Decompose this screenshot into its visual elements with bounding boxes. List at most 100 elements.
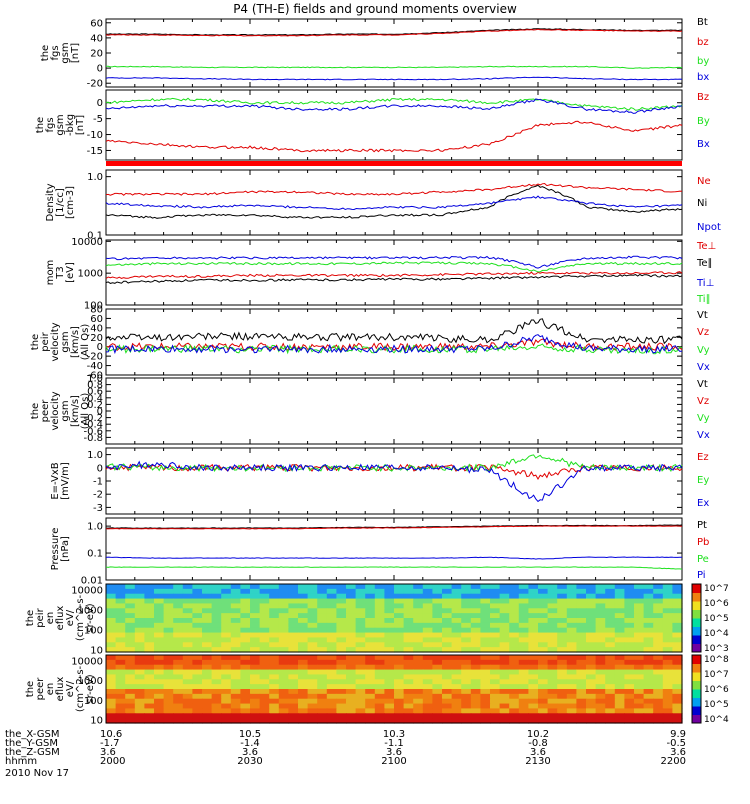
- spectrogram-cell: [288, 718, 299, 724]
- spectrogram-cell: [154, 627, 165, 634]
- spectrogram-cell: [509, 637, 520, 643]
- spectrogram-cell: [307, 603, 318, 609]
- spectrogram-cell: [624, 632, 635, 639]
- spectrogram-cell: [192, 593, 203, 600]
- spectrogram-cell: [106, 689, 117, 695]
- spectrogram-cell: [499, 655, 510, 661]
- spectrogram-cell: [374, 693, 385, 700]
- spectrogram-cell: [566, 647, 577, 653]
- spectrogram-cell: [106, 718, 117, 724]
- spectrogram-cell: [221, 689, 232, 695]
- spectrogram-cell: [182, 608, 193, 614]
- spectrogram-cell: [547, 588, 558, 595]
- spectrogram-cell: [394, 679, 405, 685]
- spectrogram-cell: [662, 647, 673, 653]
- spectrogram-cell: [518, 584, 529, 590]
- spectrogram-cell: [365, 679, 376, 685]
- spectrogram-cell: [230, 718, 241, 724]
- spectrogram-cell: [230, 593, 241, 600]
- spectrogram-cell: [557, 613, 568, 619]
- spectrogram-cell: [278, 642, 289, 648]
- spectrogram-cell: [499, 703, 510, 710]
- spectrogram-cell: [384, 713, 395, 719]
- spectrogram-cell: [413, 608, 424, 614]
- spectrogram-cell: [154, 679, 165, 685]
- spectrogram-cell: [566, 674, 577, 680]
- spectrogram-cell: [221, 647, 232, 653]
- spectrogram-cell: [134, 608, 145, 614]
- spectrogram-cell: [576, 693, 587, 700]
- spectrogram-cell: [192, 698, 203, 705]
- spectrogram-cell: [422, 669, 433, 676]
- spectrogram-cell: [461, 593, 472, 600]
- spectrogram-cell: [384, 647, 395, 653]
- spectrogram-cell: [326, 598, 337, 605]
- spectrogram-cell: [470, 689, 481, 695]
- spectrogram-cell: [586, 708, 597, 714]
- spectrogram-cell: [144, 689, 155, 695]
- spectrogram-cell: [576, 642, 587, 648]
- spectrogram-cell: [413, 669, 424, 676]
- spectrogram-cell: [326, 669, 337, 676]
- spectrogram-cell: [470, 637, 481, 643]
- spectrogram-cell: [211, 674, 222, 680]
- spectrogram-cell: [634, 637, 645, 643]
- spectrogram-cell: [586, 627, 597, 634]
- spectrogram-cell: [547, 659, 558, 666]
- spectrogram-cell: [336, 674, 347, 680]
- spectrogram-cell: [173, 603, 184, 609]
- spectrogram-cell: [547, 684, 558, 690]
- spectrogram-cell: [365, 588, 376, 595]
- colorbar-segment: [692, 626, 701, 636]
- spectrogram-cell: [403, 708, 414, 714]
- spectrogram-cell: [134, 647, 145, 653]
- spectrogram-cell: [643, 603, 654, 609]
- spectrogram-cell: [259, 703, 270, 710]
- spectrogram-cell: [662, 659, 673, 666]
- spectrogram-cell: [346, 647, 357, 653]
- spectrogram-cell: [403, 689, 414, 695]
- spectrogram-cell: [394, 622, 405, 629]
- spectrogram-cell: [182, 703, 193, 710]
- spectrogram-cell: [595, 693, 606, 700]
- spectrogram-cell: [326, 588, 337, 595]
- spectrogram-cell: [115, 693, 126, 700]
- spectrogram-cell: [528, 718, 539, 724]
- spectrogram-cell: [278, 608, 289, 614]
- spectrogram-cell: [442, 708, 453, 714]
- spectrogram-cell: [480, 664, 491, 671]
- spectrogram-cell: [490, 679, 501, 685]
- ytick-label: -0.8: [83, 433, 103, 444]
- spectrogram-cell: [346, 703, 357, 710]
- spectrogram-cell: [403, 655, 414, 661]
- spectrogram-cell: [106, 708, 117, 714]
- spectrogram-cell: [221, 584, 232, 590]
- spectrogram-cell: [125, 608, 136, 614]
- spectrogram-cell: [250, 718, 261, 724]
- spectrogram-cell: [115, 708, 126, 714]
- spectrogram-cell: [470, 718, 481, 724]
- spectrogram-cell: [384, 684, 395, 690]
- spectrogram-cell: [134, 708, 145, 714]
- spectrogram-cell: [576, 613, 587, 619]
- spectrogram-cell: [374, 627, 385, 634]
- spectrogram-cell: [643, 584, 654, 590]
- spectrogram-cell: [518, 679, 529, 685]
- spectrogram-cell: [509, 632, 520, 639]
- colorbar-tick: 10^8: [704, 655, 729, 665]
- spectrogram-cell: [547, 664, 558, 671]
- spectrogram-cell: [509, 684, 520, 690]
- spectrogram-cell: [202, 708, 213, 714]
- spectrogram-cell: [614, 703, 625, 710]
- spectrogram-cell: [298, 598, 309, 605]
- ytick-label: -3: [93, 503, 103, 514]
- spectrogram-cell: [672, 679, 683, 685]
- spectrogram-cell: [144, 622, 155, 629]
- spectrogram-cell: [192, 684, 203, 690]
- spectrogram-cell: [509, 655, 520, 661]
- spectrogram-cell: [259, 684, 270, 690]
- spectrogram-cell: [614, 659, 625, 666]
- spectrogram-cell: [518, 622, 529, 629]
- spectrogram-cell: [163, 708, 174, 714]
- spectrogram-cell: [490, 588, 501, 595]
